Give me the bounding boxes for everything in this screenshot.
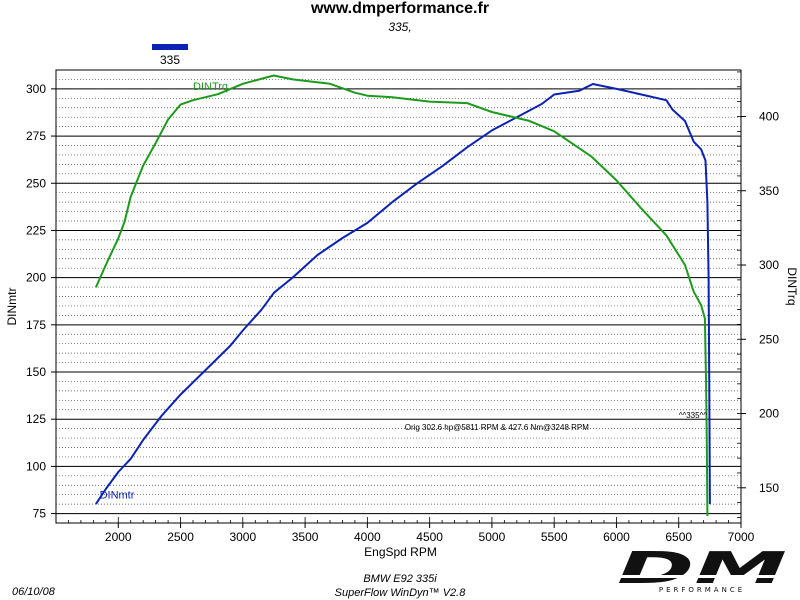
footer-model: BMW E92 335i bbox=[363, 573, 437, 585]
x-tick-label: 4500 bbox=[416, 530, 443, 544]
x-tick-label: 5000 bbox=[479, 530, 506, 544]
y-tick-label: 125 bbox=[26, 412, 46, 426]
svg-text:PERFORMANCE: PERFORMANCE bbox=[659, 586, 745, 594]
dm-performance-logo: DM PERFORMANCE bbox=[610, 547, 795, 595]
series-line-dintrq bbox=[94, 74, 709, 517]
y2-tick-label: 400 bbox=[759, 109, 779, 123]
footer-software: SuperFlow WinDyn™ V2.8 bbox=[334, 587, 466, 599]
y-tick-label: 200 bbox=[26, 271, 46, 285]
y-tick-label: 150 bbox=[26, 365, 46, 379]
y2-tick-label: 250 bbox=[759, 332, 779, 346]
x-tick-label: 4000 bbox=[354, 530, 381, 544]
y2-axis-title: DINTrq bbox=[785, 267, 799, 305]
y-tick-label: 175 bbox=[26, 318, 46, 332]
y-tick-label: 250 bbox=[26, 176, 46, 190]
x-axis-title: EngSpd RPM bbox=[364, 545, 437, 559]
series-label-dinmtr: DINmtr bbox=[100, 489, 135, 501]
legend-label: 335 bbox=[159, 53, 181, 67]
y-tick-label: 75 bbox=[33, 507, 47, 521]
series-line-dinmtr bbox=[95, 83, 711, 505]
y2-tick-label: 300 bbox=[759, 258, 779, 272]
y-axis-title: DINmtr bbox=[5, 288, 19, 326]
footer-date: 06/10/08 bbox=[12, 586, 55, 598]
legend-swatch bbox=[152, 44, 188, 50]
y-tick-label: 100 bbox=[26, 459, 46, 473]
y2-tick-label: 350 bbox=[759, 184, 779, 198]
annotation-3: Orig 302.6 hp@5811 RPM & 427.6 Nm@3248 R… bbox=[405, 423, 590, 432]
x-tick-label: 2500 bbox=[167, 530, 194, 544]
x-tick-label: 5500 bbox=[541, 530, 568, 544]
x-tick-label: 6500 bbox=[665, 530, 692, 544]
x-tick-label: 6000 bbox=[603, 530, 630, 544]
y-tick-label: 275 bbox=[26, 129, 46, 143]
run-subtitle: 335, bbox=[388, 20, 412, 34]
y-tick-label: 300 bbox=[26, 82, 46, 96]
y-tick-label: 225 bbox=[26, 223, 46, 237]
site-url-title: www.dmperformance.fr bbox=[310, 0, 490, 17]
series-label-dintrq: DINTrq bbox=[193, 81, 228, 93]
x-tick-label: 3500 bbox=[292, 530, 319, 544]
x-tick-label: 3000 bbox=[229, 530, 256, 544]
y2-tick-label: 200 bbox=[759, 407, 779, 421]
svg-text:DM: DM bbox=[617, 547, 787, 594]
annotation-2: ^^335^^ bbox=[679, 411, 708, 420]
x-tick-label: 7000 bbox=[728, 530, 755, 544]
y2-tick-label: 150 bbox=[759, 481, 779, 495]
x-tick-label: 2000 bbox=[105, 530, 132, 544]
